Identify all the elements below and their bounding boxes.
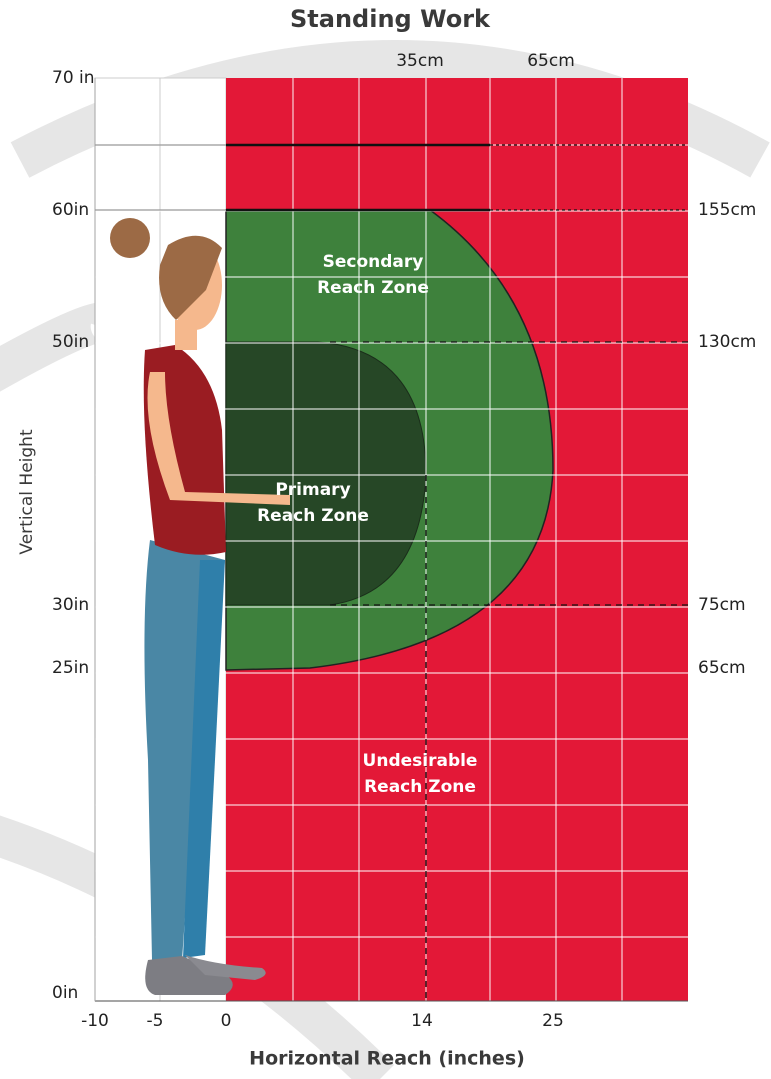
right-label: 130cm (698, 332, 756, 352)
title: Standing Work (290, 5, 491, 33)
y-axis-title: Vertical Height (17, 429, 37, 555)
left-label: 60in (52, 200, 89, 220)
zone-label: Undesirable (363, 751, 478, 771)
zone-label: Reach Zone (317, 278, 429, 298)
left-label: 50in (52, 332, 89, 352)
top-label: 35cm (396, 51, 444, 71)
x-label: 25 (542, 1011, 564, 1031)
zone-label: Secondary (323, 252, 424, 272)
zone-label: Reach Zone (364, 777, 476, 797)
primary-zone (226, 342, 426, 605)
left-label: 70 in (52, 68, 95, 88)
x-label: 0 (221, 1011, 232, 1031)
right-label: 65cm (698, 658, 746, 678)
diagram: Standing Work 35cm 65cm 70 in 60in 50in 30in 25… (0, 0, 771, 1079)
right-label: 75cm (698, 595, 746, 615)
left-label: 0in (52, 983, 78, 1003)
right-label: 155cm (698, 200, 756, 220)
x-label: 14 (411, 1011, 433, 1031)
zone-label: Primary (275, 480, 350, 500)
zone-label: Reach Zone (257, 506, 369, 526)
top-label: 65cm (527, 51, 575, 71)
left-label: 30in (52, 595, 89, 615)
left-label: 25in (52, 658, 89, 678)
x-label: -5 (147, 1011, 164, 1031)
x-label: -10 (81, 1011, 109, 1031)
x-axis-title: Horizontal Reach (inches) (249, 1048, 525, 1070)
